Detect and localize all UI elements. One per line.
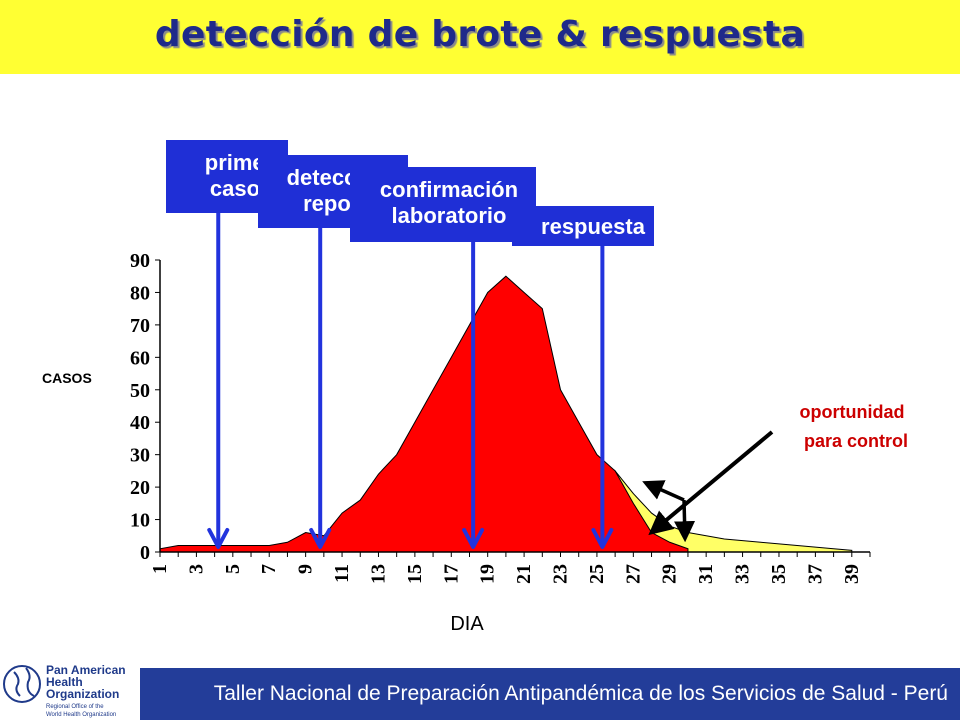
x-tick-label: 21 — [513, 564, 535, 584]
callout-respuesta: respuesta — [512, 206, 654, 246]
y-tick-label: 0 — [140, 542, 150, 564]
callout-confirmacion-laboratorio: confirmación laboratorio — [350, 167, 536, 242]
logo-line1: Pan American — [46, 663, 126, 677]
x-tick-label: 7 — [258, 564, 280, 574]
y-axis-label: CASOS — [42, 370, 92, 386]
annotation-line1: oportunidad — [800, 402, 905, 422]
y-tick-label: 60 — [130, 347, 150, 369]
x-tick-label: 29 — [659, 564, 681, 584]
y-tick-label: 10 — [130, 510, 150, 532]
epidemic-area — [159, 275, 689, 553]
annotation-arrow-main — [648, 430, 774, 536]
y-tick-label: 50 — [130, 380, 150, 402]
x-axis-label: DIA — [450, 613, 484, 635]
callout-confirmacion-line1: confirmación — [379, 177, 519, 202]
y-tick-label: 20 — [130, 477, 150, 499]
callout-primer-caso-line2: caso — [209, 176, 261, 201]
x-tick-label: 19 — [477, 564, 499, 584]
x-tick-label: 33 — [732, 564, 754, 584]
x-tick-label: 27 — [622, 564, 644, 584]
x-tick-label: 25 — [586, 564, 608, 584]
logo-sub2: World Health Organization — [46, 712, 116, 718]
logo-line2: Health — [46, 675, 83, 689]
y-tick-label: 90 — [130, 250, 150, 272]
title-bar — [0, 0, 960, 74]
x-tick-label: 9 — [295, 564, 317, 574]
x-tick-label: 3 — [185, 564, 207, 574]
annotation-arrow-lower — [674, 499, 696, 543]
x-tick-label: 15 — [404, 564, 426, 584]
annotation-line2: para control — [804, 431, 908, 451]
paho-logo: Pan American Health Organization Regiona… — [0, 652, 140, 720]
logo-line3: Organization — [46, 687, 119, 701]
x-tick-label: 31 — [695, 564, 717, 584]
callout-confirmacion-line2: laboratorio — [391, 203, 507, 228]
x-tick-label: 17 — [440, 564, 462, 584]
footer-bar: Taller Nacional de Preparación Antipandé… — [140, 668, 960, 720]
annotation-arrow-upper — [642, 480, 685, 502]
y-tick-label: 80 — [130, 282, 150, 304]
globe-icon — [3, 665, 41, 703]
x-tick-label: 35 — [768, 564, 790, 584]
page-title: detección de brote & respuesta — [154, 14, 806, 55]
x-tick-label: 5 — [222, 564, 244, 574]
logo-sub1: Regional Office of the — [46, 704, 104, 710]
y-tick-label: 30 — [130, 445, 150, 467]
x-tick-label: 1 — [149, 564, 171, 574]
x-tick-label: 37 — [804, 564, 826, 584]
y-tick-label: 40 — [130, 412, 150, 434]
x-tick-label: 13 — [367, 564, 389, 584]
y-tick-label: 70 — [130, 315, 150, 337]
x-tick-label: 11 — [331, 564, 353, 583]
callout-respuesta-label: respuesta — [541, 214, 645, 239]
x-tick-label: 23 — [550, 564, 572, 584]
x-tick-label: 39 — [841, 564, 863, 584]
